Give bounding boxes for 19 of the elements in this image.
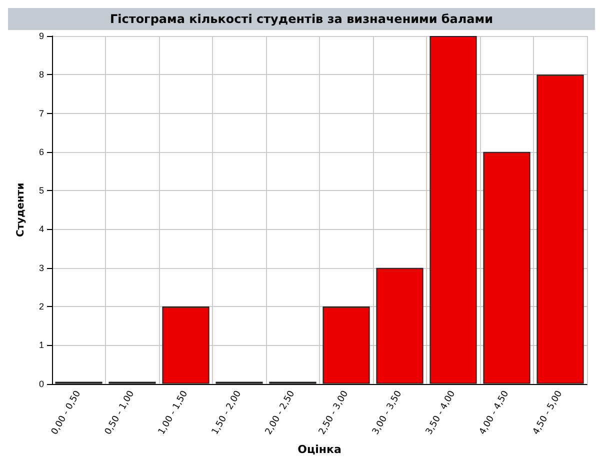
x-axis-title: Оцінка (298, 443, 342, 456)
y-tick-label: 6 (38, 146, 44, 157)
y-tick-label: 9 (38, 31, 44, 41)
bar (322, 306, 370, 384)
y-tick-label: 8 (38, 70, 44, 80)
y-tick-label: 7 (38, 108, 44, 118)
y-tick-label: 3 (38, 262, 44, 273)
y-tick-label: 1 (38, 340, 44, 350)
y-tick-label: 2 (38, 301, 44, 312)
y-tick-label: 0 (38, 378, 44, 389)
y-axis-title: Студенти (16, 182, 26, 238)
bar (162, 306, 210, 384)
chart-title: Гістограма кількості студентів за визначеними балами (8, 8, 595, 30)
bar (430, 36, 477, 384)
y-tick-label: 5 (38, 186, 44, 196)
bar (536, 74, 584, 384)
y-tick-label: 4 (38, 224, 44, 234)
bar (376, 268, 424, 384)
bar (483, 152, 530, 384)
